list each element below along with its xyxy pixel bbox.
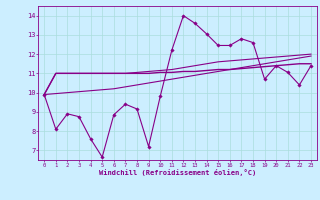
X-axis label: Windchill (Refroidissement éolien,°C): Windchill (Refroidissement éolien,°C) <box>99 169 256 176</box>
